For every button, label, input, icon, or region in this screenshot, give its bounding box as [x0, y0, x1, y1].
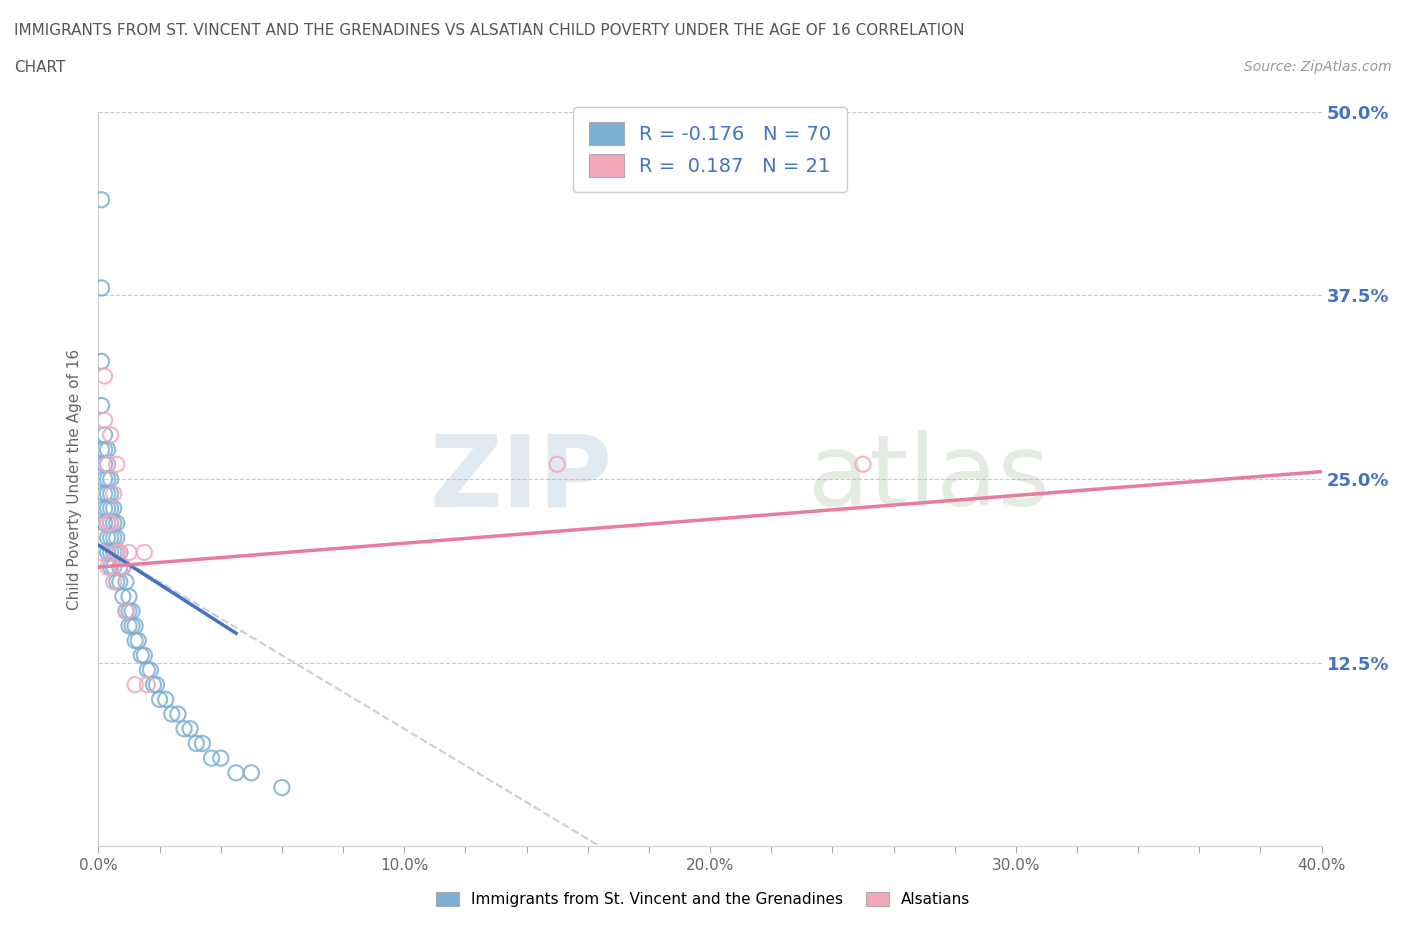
- Point: [134, 545, 156, 560]
- Point: [105, 545, 128, 560]
- Point: [93, 368, 115, 383]
- Point: [97, 515, 120, 530]
- Point: [105, 457, 128, 472]
- Point: [136, 662, 159, 677]
- Point: [93, 501, 115, 516]
- Point: [93, 428, 115, 443]
- Point: [111, 560, 134, 575]
- Point: [118, 604, 141, 618]
- Point: [103, 560, 125, 575]
- Point: [155, 692, 177, 707]
- Point: [93, 457, 115, 472]
- Point: [115, 604, 138, 618]
- Point: [90, 545, 112, 560]
- Text: IMMIGRANTS FROM ST. VINCENT AND THE GRENADINES VS ALSATIAN CHILD POVERTY UNDER T: IMMIGRANTS FROM ST. VINCENT AND THE GREN…: [14, 23, 965, 38]
- Point: [852, 457, 875, 472]
- Point: [240, 765, 263, 780]
- Point: [191, 736, 214, 751]
- Text: atlas: atlas: [808, 431, 1049, 527]
- Point: [97, 545, 120, 560]
- Point: [200, 751, 222, 765]
- Point: [111, 560, 134, 575]
- Point: [129, 648, 152, 663]
- Point: [97, 486, 120, 501]
- Point: [93, 472, 115, 486]
- Point: [225, 765, 247, 780]
- Point: [121, 604, 143, 618]
- Point: [100, 472, 122, 486]
- Text: Source: ZipAtlas.com: Source: ZipAtlas.com: [1244, 60, 1392, 74]
- Point: [136, 677, 159, 692]
- Point: [167, 707, 190, 722]
- Point: [103, 501, 125, 516]
- Point: [270, 780, 292, 795]
- Point: [108, 560, 131, 575]
- Point: [118, 618, 141, 633]
- Point: [108, 545, 131, 560]
- Point: [115, 604, 138, 618]
- Point: [186, 736, 208, 751]
- Point: [142, 677, 165, 692]
- Point: [90, 442, 112, 457]
- Point: [105, 575, 128, 590]
- Text: ZIP: ZIP: [429, 431, 612, 527]
- Point: [108, 545, 131, 560]
- Point: [111, 589, 134, 604]
- Point: [149, 692, 172, 707]
- Point: [103, 486, 125, 501]
- Point: [179, 722, 201, 737]
- Point: [105, 545, 128, 560]
- Point: [97, 530, 120, 545]
- Legend: R = -0.176   N = 70, R =  0.187   N = 21: R = -0.176 N = 70, R = 0.187 N = 21: [574, 107, 846, 193]
- Point: [90, 193, 112, 207]
- Point: [100, 560, 122, 575]
- Point: [118, 545, 141, 560]
- Point: [97, 560, 120, 575]
- Point: [90, 398, 112, 413]
- Point: [97, 501, 120, 516]
- Point: [108, 575, 131, 590]
- Point: [100, 515, 122, 530]
- Point: [93, 515, 115, 530]
- Point: [93, 413, 115, 428]
- Point: [134, 648, 156, 663]
- Point: [93, 486, 115, 501]
- Point: [97, 442, 120, 457]
- Point: [90, 281, 112, 296]
- Point: [121, 618, 143, 633]
- Y-axis label: Child Poverty Under the Age of 16: Child Poverty Under the Age of 16: [67, 349, 83, 609]
- Text: CHART: CHART: [14, 60, 66, 75]
- Point: [100, 486, 122, 501]
- Point: [139, 662, 162, 677]
- Point: [124, 633, 146, 648]
- Point: [100, 530, 122, 545]
- Point: [97, 457, 120, 472]
- Point: [100, 428, 122, 443]
- Point: [173, 722, 195, 737]
- Point: [103, 515, 125, 530]
- Point: [90, 354, 112, 369]
- Point: [93, 442, 115, 457]
- Point: [100, 515, 122, 530]
- Point: [160, 707, 183, 722]
- Point: [105, 515, 128, 530]
- Point: [97, 472, 120, 486]
- Legend: Immigrants from St. Vincent and the Grenadines, Alsatians: Immigrants from St. Vincent and the Gren…: [430, 885, 976, 913]
- Point: [100, 545, 122, 560]
- Point: [209, 751, 232, 765]
- Point: [145, 677, 167, 692]
- Point: [103, 545, 125, 560]
- Point: [546, 457, 568, 472]
- Point: [115, 575, 138, 590]
- Point: [100, 501, 122, 516]
- Point: [97, 457, 120, 472]
- Point: [124, 618, 146, 633]
- Point: [105, 530, 128, 545]
- Point: [118, 589, 141, 604]
- Point: [127, 633, 149, 648]
- Point: [103, 530, 125, 545]
- Point: [124, 677, 146, 692]
- Point: [97, 515, 120, 530]
- Point: [103, 575, 125, 590]
